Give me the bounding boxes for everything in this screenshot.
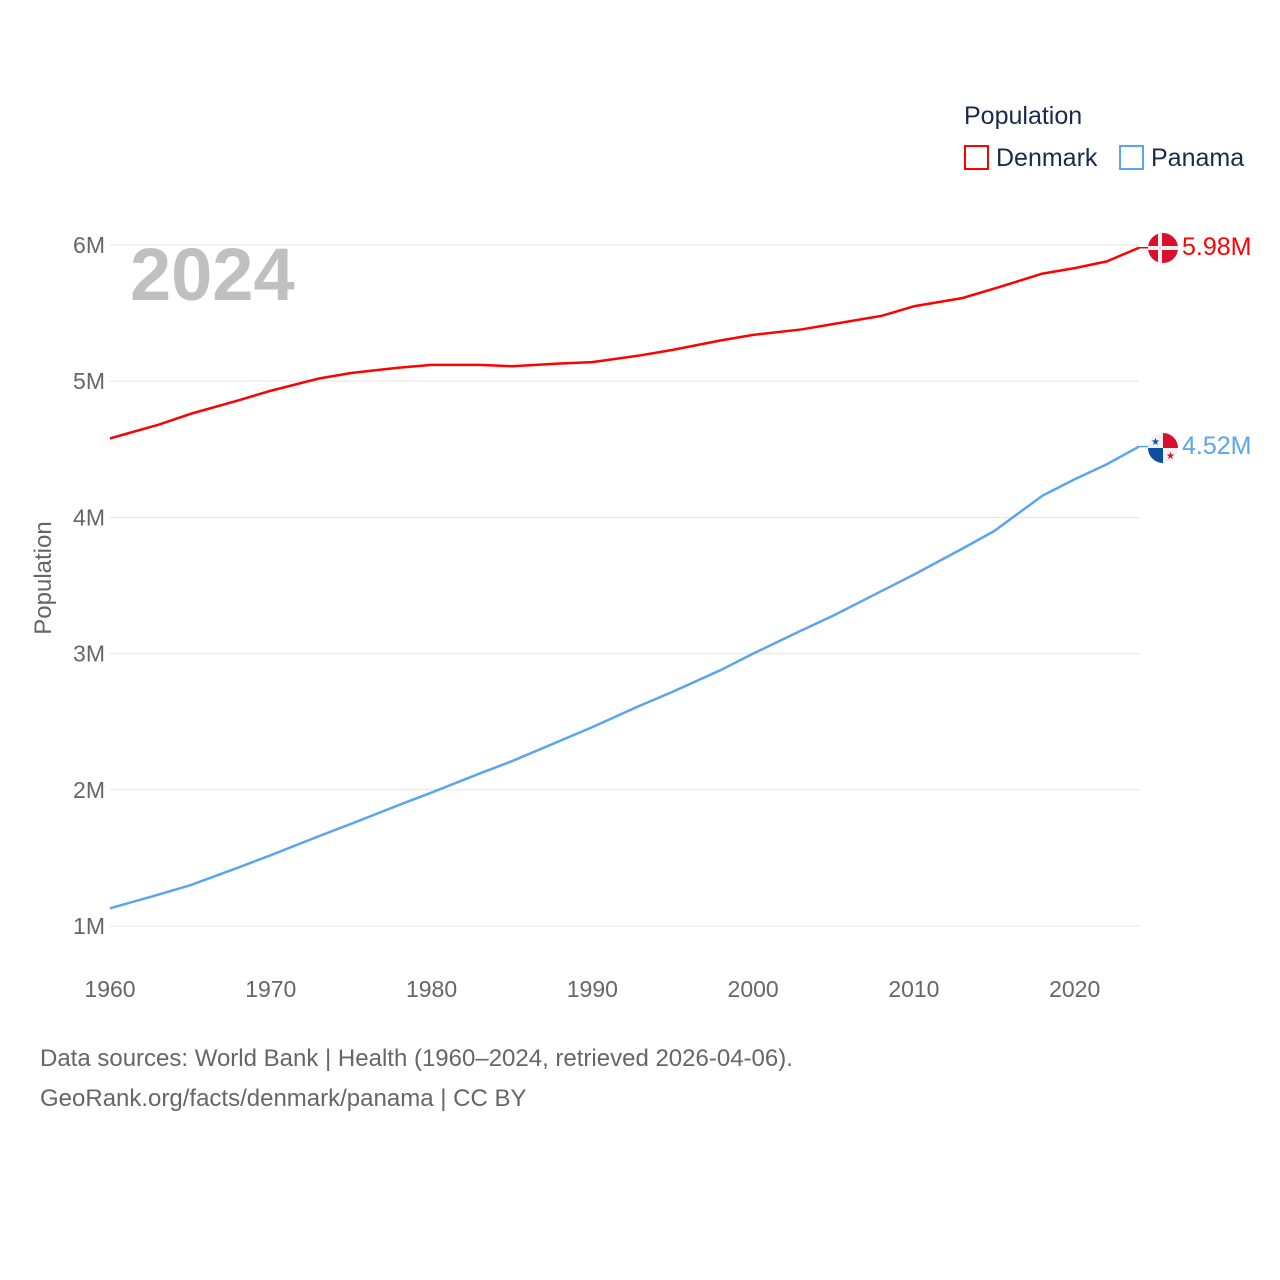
svg-text:★: ★	[1166, 451, 1175, 462]
legend-label-denmark: Denmark	[996, 144, 1098, 172]
x-tick-label: 2020	[1049, 976, 1100, 1002]
x-tick-label: 1960	[84, 976, 135, 1002]
x-tick-label: 2010	[888, 976, 939, 1002]
denmark-line	[109, 246, 1140, 440]
denmark-flag-icon	[1148, 233, 1178, 263]
y-tick-label: 1M	[73, 913, 105, 939]
panama-end-label: 4.52M	[1182, 432, 1251, 460]
legend-item-denmark[interactable]: Denmark	[964, 144, 1098, 172]
denmark-end-label: 5.98M	[1182, 233, 1251, 261]
x-tick-label: 2000	[728, 976, 779, 1002]
y-tick-label: 4M	[73, 504, 105, 530]
y-tick-label: 3M	[73, 641, 105, 667]
year-watermark: 2024	[130, 233, 295, 316]
panama-line	[109, 445, 1140, 910]
legend-swatch-panama	[1119, 145, 1144, 170]
y-tick-label: 2M	[73, 777, 105, 803]
y-axis-label: Population	[30, 521, 57, 634]
footer-sources: Data sources: World Bank | Health (1960–…	[40, 1045, 793, 1072]
legend-label-panama: Panama	[1151, 144, 1244, 172]
y-tick-label: 6M	[73, 232, 105, 258]
x-tick-label: 1990	[567, 976, 618, 1002]
svg-text:★: ★	[1151, 437, 1160, 448]
panama-flag-icon: ★ ★	[1148, 433, 1178, 463]
x-tick-label: 1980	[406, 976, 457, 1002]
footer-credit[interactable]: GeoRank.org/facts/denmark/panama | CC BY	[40, 1085, 527, 1112]
legend-title: Population	[964, 102, 1082, 130]
legend-swatch-denmark	[964, 145, 989, 170]
y-tick-label: 5M	[73, 368, 105, 394]
x-tick-label: 1970	[245, 976, 296, 1002]
legend-item-panama[interactable]: Panama	[1119, 144, 1244, 172]
